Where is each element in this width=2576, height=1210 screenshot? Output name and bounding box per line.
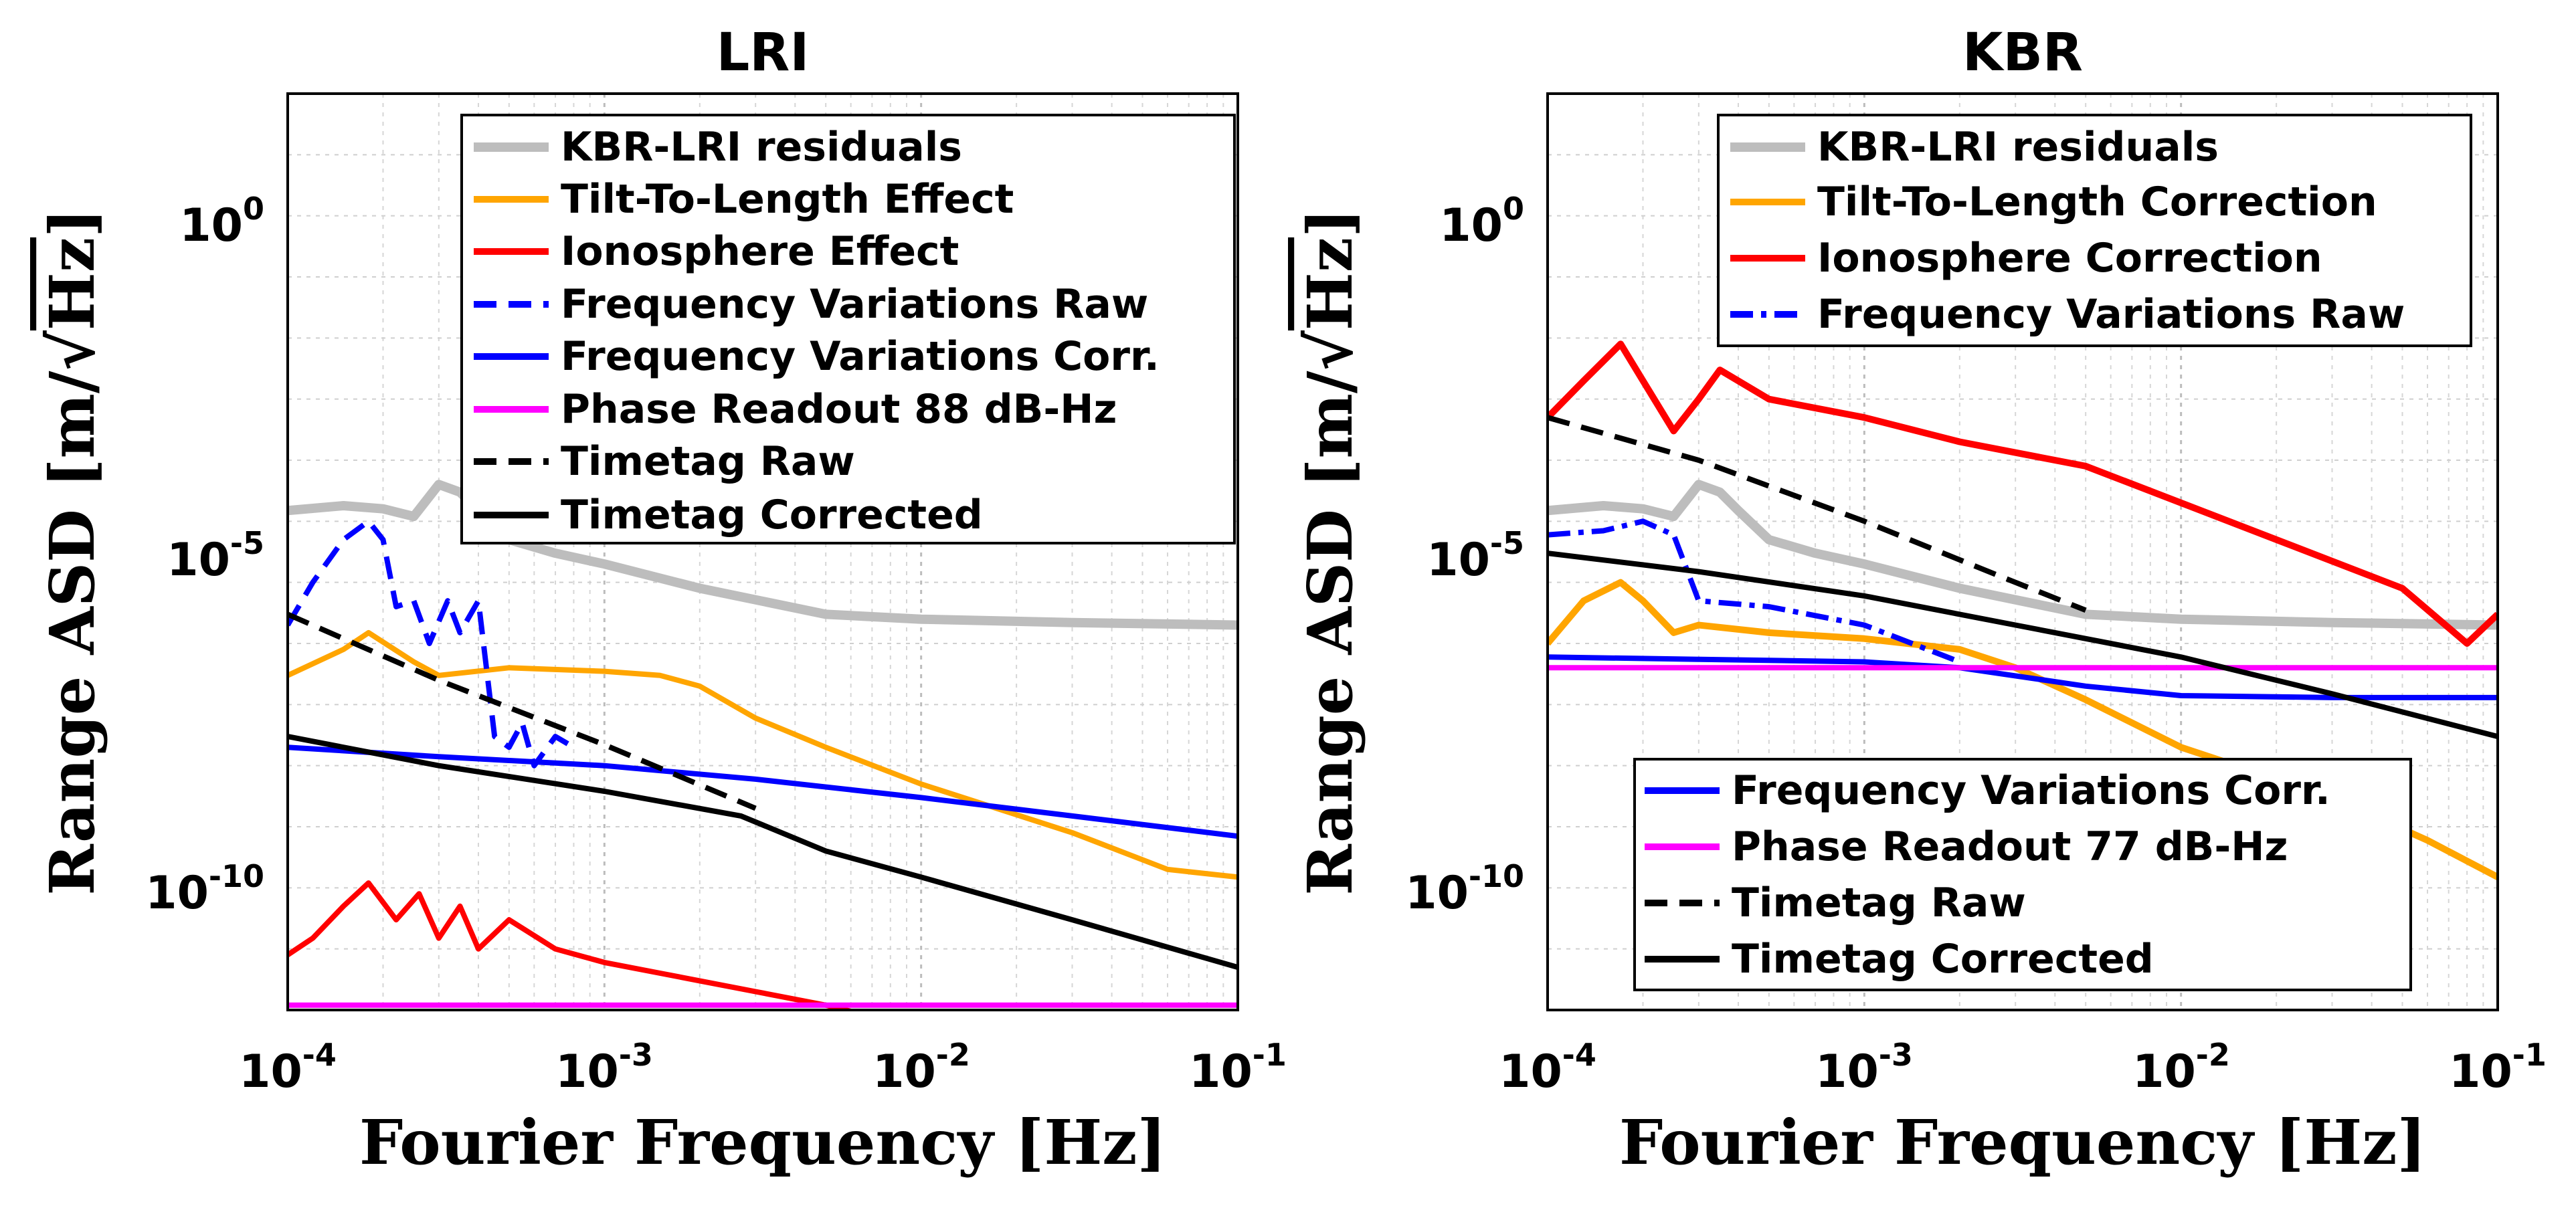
- legend-label: Tilt-To-Length Effect: [561, 176, 1014, 223]
- panel-title: LRI: [717, 23, 810, 83]
- legend-box: [1717, 114, 2472, 347]
- legend-label: Timetag Corrected: [1732, 936, 2154, 983]
- x-tick-label: 10-3: [1815, 1037, 1913, 1098]
- legend-label: KBR-LRI residuals: [561, 124, 962, 171]
- y-tick-label: 10-10: [1405, 858, 1524, 920]
- series-kbr: [1548, 340, 2498, 880]
- series-frequency-variations-raw: [288, 518, 575, 769]
- legend-item: Phase Readout 77 dB-Hz: [1645, 823, 2288, 870]
- series-ionosphere-effect: [288, 880, 857, 1010]
- legend-label: Timetag Raw: [561, 438, 855, 485]
- legend-label: Ionosphere Correction: [1817, 235, 2322, 282]
- plot-frame: [1546, 92, 2499, 1011]
- x-tick-label: 10-3: [555, 1037, 653, 1098]
- panel-lri: LRI 100 10-5 10-10 10-4 10-3 10-2 10-1 F…: [36, 23, 1287, 1179]
- legend-item: Ionosphere Correction: [1730, 235, 2322, 282]
- x-tick-label: 10-2: [2132, 1037, 2230, 1098]
- legend-item: Frequency Variations Corr.: [474, 333, 1160, 380]
- legend-item: Frequency Variations Corr.: [1645, 767, 2330, 814]
- panel-kbr: KBR 100 10-5 10-10 10-4 10-3 10-2 10-1 F…: [1294, 23, 2547, 1179]
- legend-box: [1633, 758, 2412, 991]
- x-tick-label: 10-4: [1499, 1037, 1596, 1098]
- legend-label: Ionosphere Effect: [561, 228, 959, 275]
- y-axis-label: Range ASD [m/√Hz]: [36, 208, 108, 895]
- legend-secondary: Frequency Variations Corr. Phase Readout…: [1633, 758, 2412, 991]
- legend-label: Phase Readout 88 dB-Hz: [561, 386, 1117, 433]
- series-timetag-raw: [288, 611, 757, 811]
- legend-label: Frequency Variations Corr.: [1732, 767, 2330, 814]
- legend-label: Frequency Variations Raw: [1817, 291, 2405, 338]
- y-tick-label: 100: [1439, 191, 1524, 252]
- series-timetag-corrected: [1548, 550, 2498, 739]
- panel-title: KBR: [1962, 23, 2083, 83]
- y-tick-label: 10-5: [1427, 525, 1524, 587]
- legend-item: Timetag Corrected: [1645, 936, 2154, 983]
- x-tick-label: 10-4: [239, 1037, 337, 1098]
- legend-label: KBR-LRI residuals: [1817, 124, 2219, 171]
- series-frequency-variations-corr: [1548, 654, 2498, 700]
- legend-label: Tilt-To-Length Correction: [1817, 179, 2377, 225]
- legend-item: Tilt-To-Length Correction: [1730, 179, 2377, 225]
- legend-item: Timetag Raw: [1645, 880, 2026, 926]
- x-axis-label: Fourier Frequency [Hz]: [1619, 1106, 2426, 1179]
- legend-box: [460, 114, 1236, 544]
- series-kbr-lri-residuals: [1548, 480, 2498, 630]
- series-tilt-to-length-effect: [288, 629, 1238, 880]
- legend-item: Timetag Corrected: [474, 492, 983, 538]
- legend: KBR-LRI residuals Tilt-To-Length Correct…: [1717, 114, 2472, 347]
- legend-item: Ionosphere Effect: [474, 228, 959, 275]
- legend-item: Frequency Variations Raw: [474, 281, 1148, 328]
- x-tick-label: 10-1: [2449, 1037, 2547, 1098]
- legend-label: Timetag Corrected: [561, 492, 983, 538]
- legend-item: Tilt-To-Length Effect: [474, 176, 1014, 223]
- x-axis-label: Fourier Frequency [Hz]: [359, 1106, 1166, 1179]
- legend-item: KBR-LRI residuals: [1730, 124, 2219, 171]
- legend-item: Frequency Variations Raw: [1730, 291, 2405, 338]
- legend-label: Timetag Raw: [1732, 880, 2026, 926]
- y-axis-label: Range ASD [m/√Hz]: [1294, 208, 1366, 895]
- series-timetag-raw: [1548, 415, 2087, 613]
- y-tick-label: 10-5: [167, 525, 264, 587]
- plot-frame: [286, 92, 1239, 1011]
- legend-item: Phase Readout 88 dB-Hz: [474, 386, 1117, 433]
- legend-item: Timetag Raw: [474, 438, 855, 485]
- series-frequency-variations-corr: [288, 744, 1238, 839]
- x-tick-label: 10-1: [1189, 1037, 1287, 1098]
- legend-item: KBR-LRI residuals: [474, 124, 962, 171]
- y-tick-label: 10-10: [145, 858, 264, 920]
- legend-label: Phase Readout 77 dB-Hz: [1732, 823, 2288, 870]
- x-tick-label: 10-2: [872, 1037, 970, 1098]
- y-tick-label: 100: [179, 191, 264, 252]
- series-ionosphere-correction: [1548, 340, 2498, 647]
- series-timetag-corrected: [288, 734, 1238, 971]
- legend-label: Frequency Variations Raw: [561, 281, 1148, 328]
- legend-label: Frequency Variations Corr.: [561, 333, 1160, 380]
- legend: KBR-LRI residuals Tilt-To-Length Effect …: [460, 114, 1236, 544]
